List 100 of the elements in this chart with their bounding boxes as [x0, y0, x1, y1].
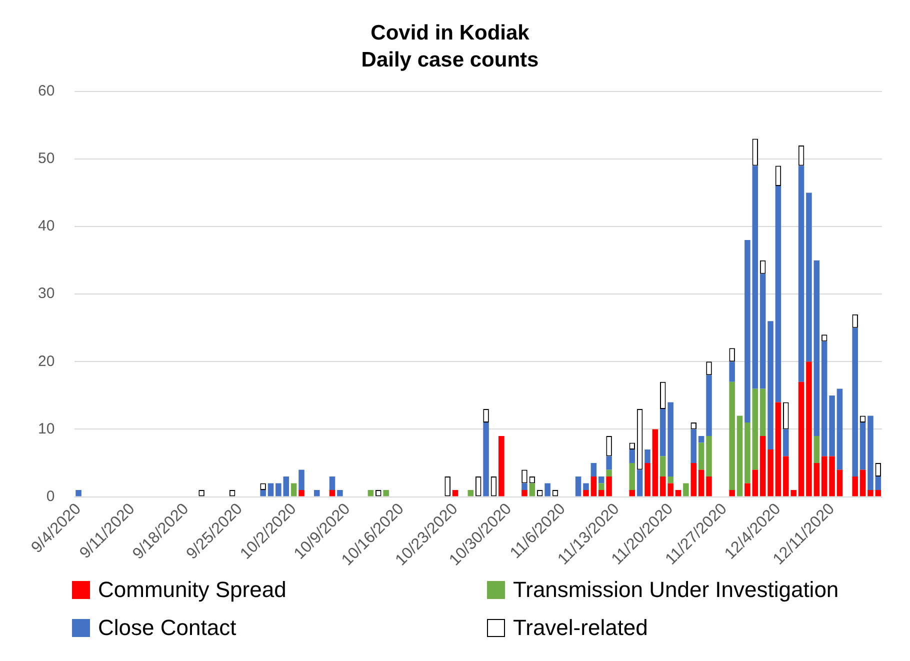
bar	[598, 483, 604, 490]
chart-subtitle: Daily case counts	[361, 48, 539, 72]
bar	[644, 463, 650, 496]
bar	[706, 375, 712, 436]
bar	[760, 436, 766, 496]
bar	[583, 483, 589, 490]
bar	[836, 388, 843, 470]
bar	[606, 476, 612, 496]
bar	[590, 476, 597, 496]
bar	[852, 476, 858, 496]
bar	[736, 416, 743, 496]
bar	[690, 463, 697, 496]
bar	[698, 436, 704, 443]
bar	[590, 463, 597, 477]
bar	[606, 456, 612, 470]
bar	[644, 450, 650, 464]
bar	[729, 382, 735, 490]
bar	[76, 490, 82, 496]
bar	[821, 341, 828, 456]
bar	[652, 429, 658, 496]
bar	[268, 483, 274, 496]
bar	[668, 476, 674, 484]
bar	[814, 463, 820, 496]
legend-label: Close Contact	[98, 615, 236, 641]
bar	[698, 470, 704, 496]
bar	[868, 416, 874, 490]
bar	[752, 470, 758, 496]
bar	[368, 490, 374, 496]
bar	[583, 490, 589, 496]
bar	[775, 402, 782, 496]
bar	[729, 362, 735, 382]
bar	[690, 429, 697, 464]
bar	[814, 436, 820, 464]
bar	[829, 395, 835, 456]
bar	[783, 429, 789, 456]
bar	[752, 388, 758, 470]
legend-label: Travel-related	[513, 615, 648, 641]
bar	[452, 490, 458, 496]
bar	[529, 483, 536, 496]
bar	[860, 422, 866, 470]
bar	[798, 382, 804, 496]
bar	[760, 274, 766, 389]
y-tick-label: 30	[38, 285, 55, 302]
bar	[868, 490, 874, 496]
bar	[706, 476, 712, 496]
y-tick-label: 10	[38, 420, 55, 438]
bar	[768, 321, 774, 450]
bar	[606, 470, 612, 477]
bar	[798, 166, 804, 382]
bar	[852, 328, 858, 477]
bar	[629, 450, 635, 464]
chart-title: Covid in Kodiak	[370, 21, 530, 44]
bar	[768, 450, 774, 496]
bar	[683, 483, 689, 496]
bar	[675, 490, 682, 496]
bar	[821, 456, 828, 496]
bar	[706, 436, 712, 477]
y-tick-label: 50	[38, 150, 55, 168]
bar	[729, 490, 735, 496]
bar	[875, 476, 882, 490]
bar	[760, 388, 766, 436]
bar	[329, 490, 336, 496]
bar	[806, 192, 812, 362]
bar	[598, 490, 604, 496]
bar	[468, 490, 474, 496]
bar	[836, 470, 843, 496]
bar	[544, 483, 550, 496]
bar	[660, 456, 666, 477]
y-tick-label: 0	[46, 488, 55, 505]
y-tick-label: 60	[38, 82, 55, 100]
y-tick-label: 40	[38, 218, 55, 235]
bar	[744, 483, 750, 496]
bar	[829, 456, 835, 496]
bar	[598, 476, 604, 484]
legend-label: Community Spread	[98, 577, 286, 603]
bar	[629, 463, 635, 490]
bar	[698, 442, 704, 470]
bar	[744, 240, 750, 422]
bar	[814, 260, 820, 436]
bar	[629, 490, 635, 496]
bar	[298, 470, 304, 490]
bar	[522, 490, 528, 496]
bar	[744, 422, 750, 484]
y-tick-label: 20	[38, 352, 55, 370]
bar	[752, 166, 758, 389]
bar	[314, 490, 320, 496]
bar	[498, 436, 504, 496]
bar	[329, 476, 336, 490]
bar	[298, 490, 304, 496]
bar	[875, 490, 882, 496]
bar	[806, 362, 812, 496]
bar	[522, 483, 528, 490]
bar	[337, 490, 343, 496]
bar	[860, 470, 866, 496]
bar	[636, 470, 643, 496]
legend-label: Transmission Under Investigation	[513, 577, 839, 603]
bar	[260, 490, 266, 496]
bar	[290, 483, 297, 496]
bar	[775, 186, 782, 402]
bar	[575, 476, 582, 496]
